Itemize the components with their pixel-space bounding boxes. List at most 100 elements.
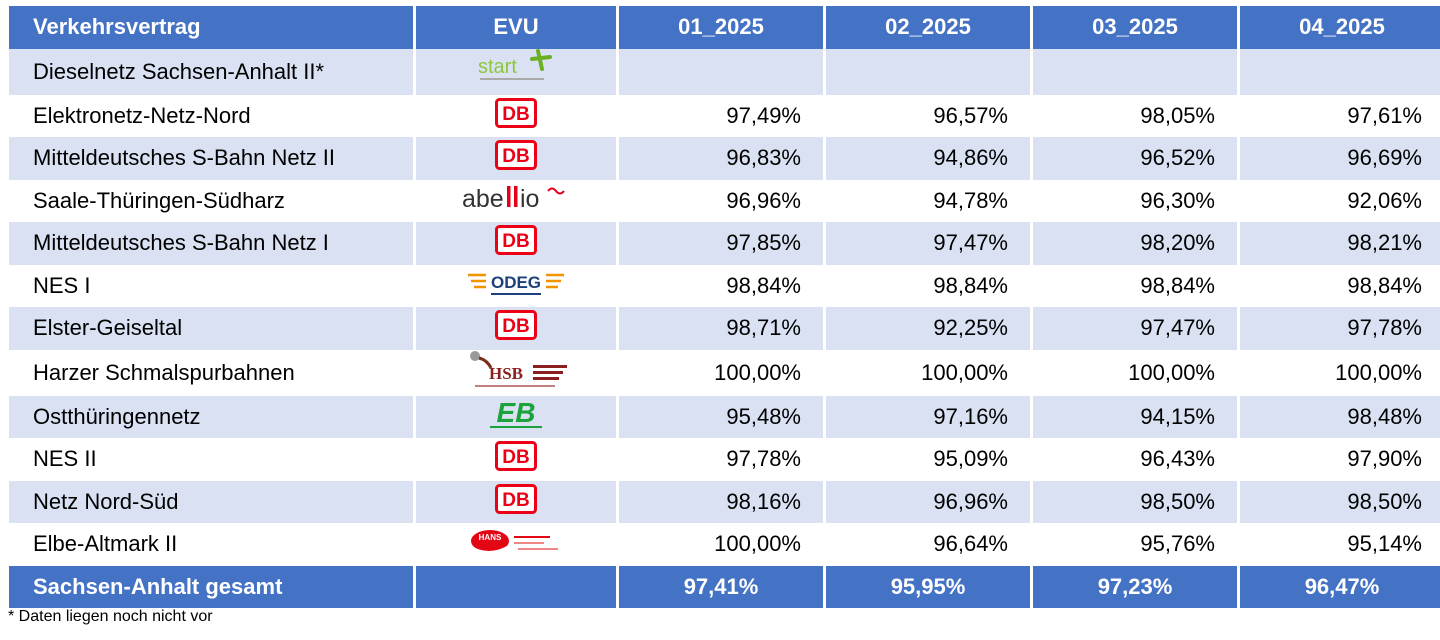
odeg-logo: ODEG bbox=[466, 268, 566, 304]
evu-cell: DB bbox=[416, 222, 616, 265]
value-cell: 96,57% bbox=[826, 94, 1030, 137]
value-cell: 97,47% bbox=[1033, 307, 1237, 350]
value-cell: 98,05% bbox=[1033, 94, 1237, 137]
value-cell: 95,76% bbox=[1033, 523, 1237, 566]
total-label: Sachsen-Anhalt gesamt bbox=[9, 565, 413, 608]
svg-text:DB: DB bbox=[502, 490, 529, 511]
value-cell: 97,49% bbox=[619, 94, 823, 137]
value-cell bbox=[1240, 48, 1440, 95]
header-row: Verkehrsvertrag EVU 01_2025 02_2025 03_2… bbox=[9, 6, 1440, 49]
db-logo: DB bbox=[495, 97, 537, 134]
value-cell: 96,64% bbox=[826, 523, 1030, 566]
value-cell: 96,69% bbox=[1240, 137, 1440, 180]
value-cell: 97,85% bbox=[619, 222, 823, 265]
evu-cell: abe io bbox=[416, 179, 616, 222]
value-cell: 98,84% bbox=[1033, 264, 1237, 307]
value-cell: 96,83% bbox=[619, 137, 823, 180]
col-header-month-2: 02_2025 bbox=[826, 6, 1030, 49]
value-cell: 98,71% bbox=[619, 307, 823, 350]
value-cell: 98,21% bbox=[1240, 222, 1440, 265]
svg-text:ODEG: ODEG bbox=[491, 273, 541, 292]
evu-cell: EB bbox=[416, 395, 616, 438]
value-cell: 96,30% bbox=[1033, 179, 1237, 222]
hsb-logo: HSB bbox=[461, 350, 571, 396]
svg-text:io: io bbox=[520, 185, 539, 213]
value-cell: 97,90% bbox=[1240, 438, 1440, 481]
db-logo: DB bbox=[495, 310, 537, 346]
value-cell: 97,61% bbox=[1240, 94, 1440, 137]
table-row: Elbe-Altmark II HANS 100,00% 96,64% 95,76% 95… bbox=[9, 523, 1440, 566]
svg-text:DB: DB bbox=[502, 447, 529, 468]
total-value: 97,23% bbox=[1033, 565, 1237, 608]
total-value: 97,41% bbox=[619, 565, 823, 608]
value-cell: 96,96% bbox=[826, 480, 1030, 523]
value-cell bbox=[826, 48, 1030, 95]
contract-name: Ostthüringennetz bbox=[9, 395, 413, 438]
evu-cell: DB bbox=[416, 438, 616, 481]
value-cell: 98,84% bbox=[619, 264, 823, 307]
col-header-month-4: 04_2025 bbox=[1240, 6, 1440, 49]
db-logo: DB bbox=[495, 441, 537, 477]
value-cell: 98,48% bbox=[1240, 395, 1440, 438]
value-cell: 100,00% bbox=[1240, 349, 1440, 396]
value-cell: 98,50% bbox=[1033, 480, 1237, 523]
value-cell: 97,78% bbox=[1240, 307, 1440, 350]
contract-name: Dieselnetz Sachsen-Anhalt II* bbox=[9, 48, 413, 95]
value-cell: 98,84% bbox=[826, 264, 1030, 307]
punctuality-table: Verkehrsvertrag EVU 01_2025 02_2025 03_2… bbox=[6, 6, 1440, 608]
contract-name: Elster-Geiseltal bbox=[9, 307, 413, 350]
value-cell bbox=[1033, 48, 1237, 95]
svg-text:DB: DB bbox=[502, 231, 529, 252]
value-cell: 98,84% bbox=[1240, 264, 1440, 307]
table-row: Elster-Geiseltal DB 98,71% 92,25% 97,47% 97,7… bbox=[9, 307, 1440, 350]
total-value: 96,47% bbox=[1240, 565, 1440, 608]
table-row: NES II DB 97,78% 95,09% 96,43% 97,90% bbox=[9, 438, 1440, 481]
db-logo: DB bbox=[495, 225, 537, 261]
evu-cell: DB bbox=[416, 480, 616, 523]
total-value: 95,95% bbox=[826, 565, 1030, 608]
contract-name: NES II bbox=[9, 438, 413, 481]
value-cell: 100,00% bbox=[1033, 349, 1237, 396]
svg-text:abe: abe bbox=[462, 185, 504, 213]
table-row: NES I ODEG 98,84% 98,84% 98,84% 98,84% bbox=[9, 264, 1440, 307]
contract-name: Netz Nord-Süd bbox=[9, 480, 413, 523]
value-cell: 98,50% bbox=[1240, 480, 1440, 523]
value-cell: 95,48% bbox=[619, 395, 823, 438]
svg-text:HANS: HANS bbox=[479, 533, 502, 542]
value-cell: 94,15% bbox=[1033, 395, 1237, 438]
value-cell: 97,78% bbox=[619, 438, 823, 481]
total-evu-cell bbox=[416, 565, 616, 608]
evu-cell: start bbox=[416, 48, 616, 95]
hans-logo: HANS bbox=[466, 526, 566, 562]
contract-name: Harzer Schmalspurbahnen bbox=[9, 349, 413, 396]
value-cell: 95,09% bbox=[826, 438, 1030, 481]
eb-logo: EB bbox=[476, 397, 556, 437]
db-logo: DB bbox=[495, 483, 537, 520]
table-row: Ostthüringennetz EB 95,48% 97,16% 94,15% 98,4… bbox=[9, 395, 1440, 438]
value-cell: 92,06% bbox=[1240, 179, 1440, 222]
value-cell: 92,25% bbox=[826, 307, 1030, 350]
value-cell bbox=[619, 48, 823, 95]
total-row: Sachsen-Anhalt gesamt 97,41% 95,95% 97,2… bbox=[9, 565, 1440, 608]
value-cell: 96,52% bbox=[1033, 137, 1237, 180]
abellio-logo: abe io bbox=[460, 181, 572, 221]
table-row: Mitteldeutsches S-Bahn Netz I DB 97,85% 97,… bbox=[9, 222, 1440, 265]
col-header-contract: Verkehrsvertrag bbox=[9, 6, 413, 49]
contract-name: NES I bbox=[9, 264, 413, 307]
table-row: Netz Nord-Süd DB 98,16% 96,96% 98,50% 98,50% bbox=[9, 480, 1440, 523]
value-cell: 100,00% bbox=[619, 349, 823, 396]
svg-text:DB: DB bbox=[502, 104, 529, 125]
value-cell: 100,00% bbox=[619, 523, 823, 566]
db-logo: DB bbox=[495, 140, 537, 176]
svg-text:start: start bbox=[478, 56, 517, 78]
svg-text:DB: DB bbox=[502, 316, 529, 337]
value-cell: 96,43% bbox=[1033, 438, 1237, 481]
evu-cell: DB bbox=[416, 94, 616, 137]
col-header-month-1: 01_2025 bbox=[619, 6, 823, 49]
footnote: * Daten liegen noch nicht vor bbox=[8, 608, 213, 625]
contract-name: Mitteldeutsches S-Bahn Netz I bbox=[9, 222, 413, 265]
table-row: Dieselnetz Sachsen-Anhalt II* start bbox=[9, 48, 1440, 95]
value-cell: 97,47% bbox=[826, 222, 1030, 265]
table-row: Mitteldeutsches S-Bahn Netz II DB 96,83% 94… bbox=[9, 137, 1440, 180]
table-row: Saale-Thüringen-Südharz abe io 96,96% 94,78%… bbox=[9, 179, 1440, 222]
